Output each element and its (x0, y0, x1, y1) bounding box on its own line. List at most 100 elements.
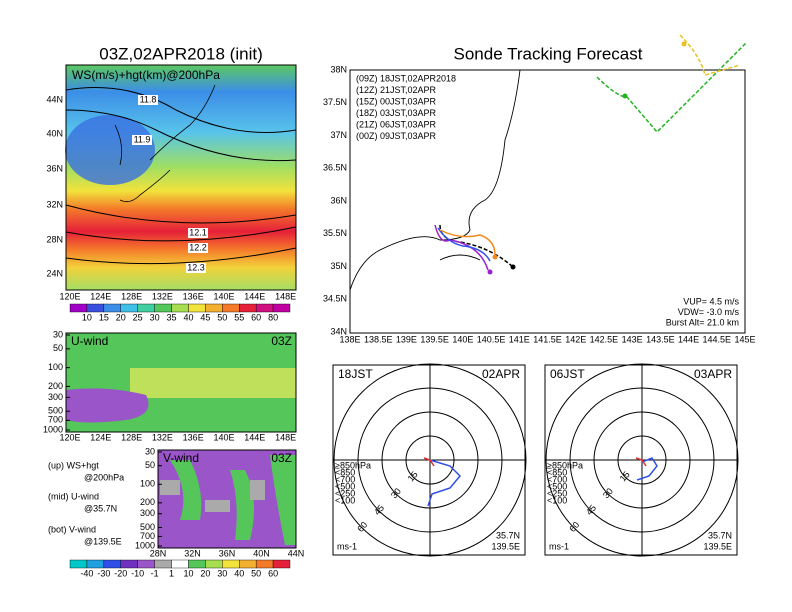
ring-label: 30 (389, 486, 403, 500)
pressure-legend: <100 (335, 495, 355, 505)
colorbar-cell (239, 559, 257, 569)
colorbar-label: 80 (268, 312, 278, 322)
x-tick-label: 44N (288, 548, 305, 558)
pressure-legend: ≥850hPa (547, 460, 583, 470)
colorbar-cell (188, 303, 206, 313)
colorbar-label: 50 (217, 312, 227, 322)
note: (bot) V-wind (48, 524, 96, 534)
y-tick-label: 32N (46, 199, 63, 209)
ring-label: 45 (372, 503, 386, 517)
y-tick-label: 24N (46, 268, 63, 278)
hodograph-low (423, 457, 435, 467)
y-tick-label: 28N (46, 234, 63, 244)
x-tick-label: 124E (90, 291, 111, 301)
pressure-legend: <100 (547, 495, 567, 505)
y-tick-label: 37.5N (323, 97, 347, 107)
panel-label: U-wind (71, 334, 108, 348)
colorbar-cell (137, 303, 155, 313)
colorbar-label: 30 (217, 568, 227, 578)
x-tick-label: 140E (213, 432, 234, 442)
colorbar-label: 25 (133, 312, 143, 322)
colorbar-label: 20 (116, 312, 126, 322)
ring-label: 45 (584, 503, 598, 517)
x-tick-label: 28N (150, 548, 167, 558)
y-tick-label: 1000 (135, 540, 155, 550)
colorbar-label: -20 (114, 568, 127, 578)
track-00z (439, 229, 496, 256)
colorbar-cell (120, 303, 138, 313)
colorbar-cell (69, 303, 88, 313)
colorbar-cell (272, 303, 291, 313)
colorbar-cell (86, 303, 105, 313)
x-tick-label: 139.5E (420, 334, 449, 344)
pressure-legend: <850 (547, 467, 567, 477)
y-tick-label: 30 (145, 446, 155, 456)
y-tick-label: 500 (140, 522, 155, 532)
y-tick-label: 34N (330, 326, 347, 336)
contour-label: 12.2 (189, 242, 207, 252)
colorbar-label: 60 (268, 568, 278, 578)
map-title: Sonde Tracking Forecast (454, 44, 643, 63)
legend-entry: (00Z) 09JST,03APR (356, 131, 437, 141)
ring-label: 15 (406, 469, 420, 483)
ring-label: 60 (355, 520, 369, 534)
colorbar-cell (86, 559, 105, 569)
ring-label: 60 (567, 520, 581, 534)
legend-entry: (21Z) 06JST,03APR (356, 119, 437, 129)
note: (up) WS+hgt (48, 460, 99, 470)
hodograph (636, 457, 658, 481)
x-tick-label: 142.5E (590, 334, 619, 344)
y-tick-label: 500 (48, 406, 63, 416)
colorbar-cell (154, 303, 172, 313)
colorbar-cell (205, 559, 223, 569)
ring-label: 30 (601, 486, 615, 500)
legend-entry: (15Z) 00JST,03APR (356, 96, 437, 106)
x-tick-label: 144E (244, 432, 265, 442)
pressure-legend: <500 (547, 481, 567, 491)
lon: 139.5E (703, 541, 732, 551)
x-tick-label: 120E (59, 291, 80, 301)
contour-label: 11.9 (134, 134, 151, 144)
frame (157, 449, 297, 549)
label-box (188, 228, 208, 238)
note: (mid) U-wind (48, 491, 99, 501)
y-tick-label: 44N (46, 94, 63, 104)
note: @200hPa (84, 472, 124, 482)
y-tick-label: 300 (48, 392, 63, 402)
x-tick-label: 40N (253, 548, 270, 558)
label-box (188, 243, 208, 253)
x-tick-label: 143E (622, 334, 643, 344)
burst (622, 93, 628, 99)
colorbar-label: 50 (251, 568, 261, 578)
label-box (138, 95, 158, 105)
y-tick-label: 38N (330, 64, 347, 74)
contour-label: 11.8 (140, 94, 157, 104)
param: Burst Alt= 21.0 km (666, 317, 739, 327)
y-tick-label: 36N (330, 195, 347, 205)
pressure-legend: <500 (335, 481, 355, 491)
x-tick-label: 144.5E (703, 334, 732, 344)
x-tick-label: 139E (396, 334, 417, 344)
colorbar-label: -1 (151, 568, 159, 578)
landing (492, 254, 498, 260)
contour-label: 12.1 (189, 227, 207, 237)
colorbar-cell (120, 559, 138, 569)
colorbar-cell (222, 303, 240, 313)
contour-label: 12.3 (187, 262, 205, 272)
colorbar-cell (103, 303, 121, 313)
v-positive (170, 455, 296, 545)
ring-label: 15 (618, 469, 632, 483)
pressure-legend: <250 (547, 488, 567, 498)
pressure-legend: <250 (335, 488, 355, 498)
x-tick-label: 142E (565, 334, 586, 344)
x-tick-label: 138.5E (364, 334, 393, 344)
y-tick-label: 36.5N (323, 163, 347, 173)
note: @35.7N (84, 503, 117, 513)
y-tick-label: 35.5N (323, 228, 347, 238)
y-tick-label: 35N (330, 261, 347, 271)
y-tick-label: 50 (145, 460, 155, 470)
y-tick-label: 40N (46, 128, 63, 138)
v-calm (160, 480, 265, 512)
y-tick-label: 200 (48, 381, 63, 391)
